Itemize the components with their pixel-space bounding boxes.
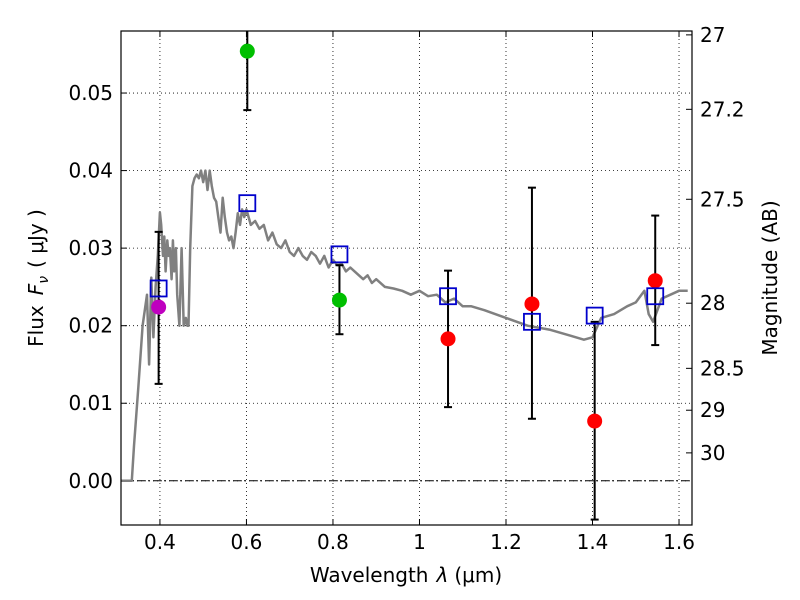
- sed-model-line: [121, 169, 688, 483]
- model-photometry-square: [523, 312, 541, 331]
- x-tick-label: 1.2: [490, 530, 522, 554]
- model-photometry-square: [585, 306, 604, 325]
- axis-ticks: [121, 31, 692, 525]
- observed-point: [151, 299, 167, 315]
- y-tick-label: 0.00: [68, 469, 113, 493]
- y2-tick-label: 28.5: [700, 356, 745, 380]
- model-photometry-square: [646, 287, 665, 306]
- observed-point: [440, 331, 456, 347]
- model-photometry-squares: [149, 194, 665, 331]
- observed-point: [524, 296, 540, 312]
- y-tick-label: 0.05: [68, 81, 113, 105]
- plot-frame: [120, 30, 693, 526]
- y2-tick-label: 27: [700, 23, 725, 47]
- observed-point: [331, 292, 347, 308]
- x-tick-label: 0.8: [317, 530, 349, 554]
- y-axis-label: FluxFν( μJy ): [24, 209, 52, 347]
- y-tick-label: 0.02: [68, 314, 113, 338]
- y2-axis-label: Magnitude (AB): [758, 200, 782, 355]
- observed-points: [151, 43, 663, 429]
- x-tick-label: 1: [413, 530, 426, 554]
- tick-labels: 0.4 0.6 0.8 1 1.2 1.4 1.6 0.00 0.01 0.02 0.03 0.04 0…: [68, 23, 744, 554]
- model-photometry-square: [330, 245, 349, 264]
- x-tick-label: 0.6: [231, 530, 263, 554]
- y2-tick-label: 29: [700, 398, 725, 422]
- x-tick-label: 1.4: [577, 530, 609, 554]
- x-tick-label: 0.4: [144, 530, 176, 554]
- x-tick-label: 1.6: [663, 530, 695, 554]
- model-photometry-square: [149, 279, 168, 298]
- y-tick-label: 0.03: [68, 236, 113, 260]
- y2-tick-label: 28: [700, 291, 725, 315]
- observed-point: [647, 273, 663, 289]
- x-axis-label: Wavelength λ (μm): [310, 563, 502, 587]
- model-photometry-square: [439, 287, 457, 306]
- plot-area: [121, 31, 692, 525]
- observed-point: [239, 43, 255, 59]
- observed-point: [587, 413, 603, 429]
- y-tick-label: 0.04: [68, 159, 113, 183]
- y2-tick-label: 27.5: [700, 187, 745, 211]
- y2-tick-label: 27.2: [700, 97, 745, 121]
- y-tick-label: 0.01: [68, 391, 113, 415]
- y2-tick-label: 30: [700, 441, 725, 465]
- model-photometry-square: [238, 194, 257, 213]
